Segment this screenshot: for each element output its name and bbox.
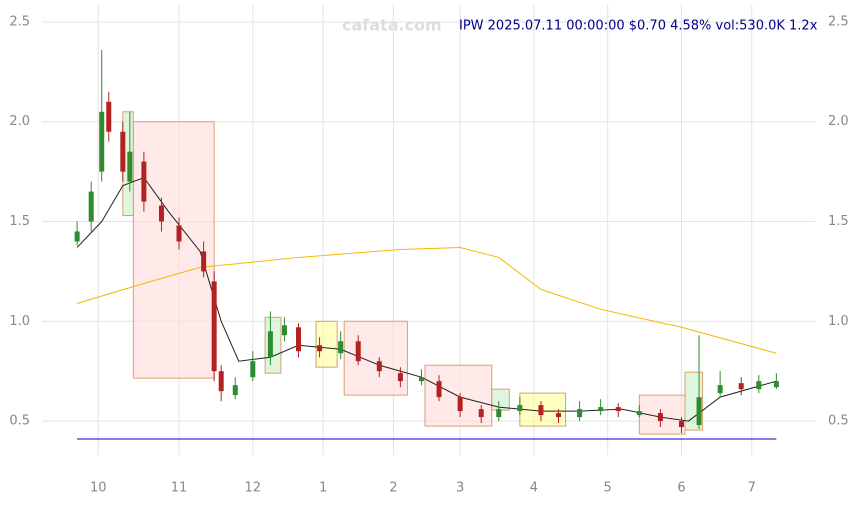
- x-tick-label: 5: [604, 481, 612, 496]
- candle-body: [397, 373, 403, 382]
- candle-body: [106, 101, 112, 132]
- candle-body: [636, 411, 642, 416]
- x-tick-label: 10: [90, 481, 107, 496]
- y-tick-label-right: 0.5: [828, 414, 849, 429]
- range-box: [315, 320, 338, 368]
- candle-body: [176, 225, 182, 242]
- chart-title: IPW 2025.07.11 00:00:00 $0.70 4.58% vol:…: [459, 19, 818, 34]
- candle-body: [678, 421, 684, 428]
- candle-body: [418, 377, 424, 382]
- candle-body: [376, 361, 382, 372]
- x-tick-label: 11: [171, 481, 188, 496]
- candle-body: [317, 345, 323, 352]
- range-box: [264, 316, 282, 374]
- candle-body: [88, 191, 94, 222]
- moving-average: [76, 246, 777, 354]
- candle-body: [773, 381, 779, 388]
- y-tick-label-right: 2.0: [828, 114, 849, 129]
- candle-body: [598, 407, 604, 412]
- range-box: [132, 121, 215, 379]
- y-tick-label: 0.5: [9, 414, 30, 429]
- y-tick-label: 1.0: [9, 314, 30, 329]
- candle-body: [556, 413, 562, 418]
- x-tick-label: 6: [677, 481, 685, 496]
- candle-body: [141, 161, 147, 202]
- y-tick-label-right: 1.0: [828, 314, 849, 329]
- y-tick-label-right: 1.5: [828, 214, 849, 229]
- candle-body: [738, 383, 744, 390]
- x-tick-label: 3: [456, 481, 464, 496]
- candle-body: [696, 397, 702, 426]
- candle-body: [538, 405, 544, 416]
- candle-body: [756, 381, 762, 390]
- candle-body: [457, 397, 463, 412]
- candle-body: [201, 251, 207, 272]
- candle-body: [496, 409, 502, 418]
- x-tick-label: 1: [319, 481, 327, 496]
- candle-body: [355, 341, 361, 362]
- candle-body: [436, 381, 442, 398]
- plot-layer: 0.5 0.51.0 1.01.5 1.52.0 2.02.5 2.510 11 12 1 2 3 4…: [9, 5, 849, 496]
- candle-body: [281, 325, 287, 336]
- watermark: cafata.com: [342, 16, 442, 35]
- candle-body: [211, 281, 217, 372]
- y-tick-label: 2.5: [9, 14, 30, 29]
- candle-body: [158, 205, 164, 222]
- candle-body: [99, 111, 105, 172]
- candle-body: [577, 409, 583, 418]
- candle-body: [295, 327, 301, 352]
- x-tick-label: 4: [530, 481, 538, 496]
- candle-body: [127, 151, 133, 182]
- candle-body: [232, 385, 238, 396]
- candle-body: [218, 371, 224, 392]
- y-tick-label-right: 2.5: [828, 14, 849, 29]
- candle-body: [338, 341, 344, 354]
- candle-body: [478, 409, 484, 418]
- candle-body: [250, 361, 256, 378]
- candle-body: [717, 385, 723, 394]
- x-tick-label: 2: [389, 481, 397, 496]
- candle-body: [517, 405, 523, 412]
- candle-body: [120, 131, 126, 172]
- candle-body: [615, 407, 621, 412]
- candle-body: [267, 331, 273, 358]
- candle-body: [657, 413, 663, 422]
- candle-body: [74, 231, 80, 242]
- y-tick-label: 2.0: [9, 114, 30, 129]
- range-box: [343, 320, 408, 396]
- x-tick-label: 12: [245, 481, 262, 496]
- y-tick-label: 1.5: [9, 214, 30, 229]
- x-tick-label: 7: [748, 481, 756, 496]
